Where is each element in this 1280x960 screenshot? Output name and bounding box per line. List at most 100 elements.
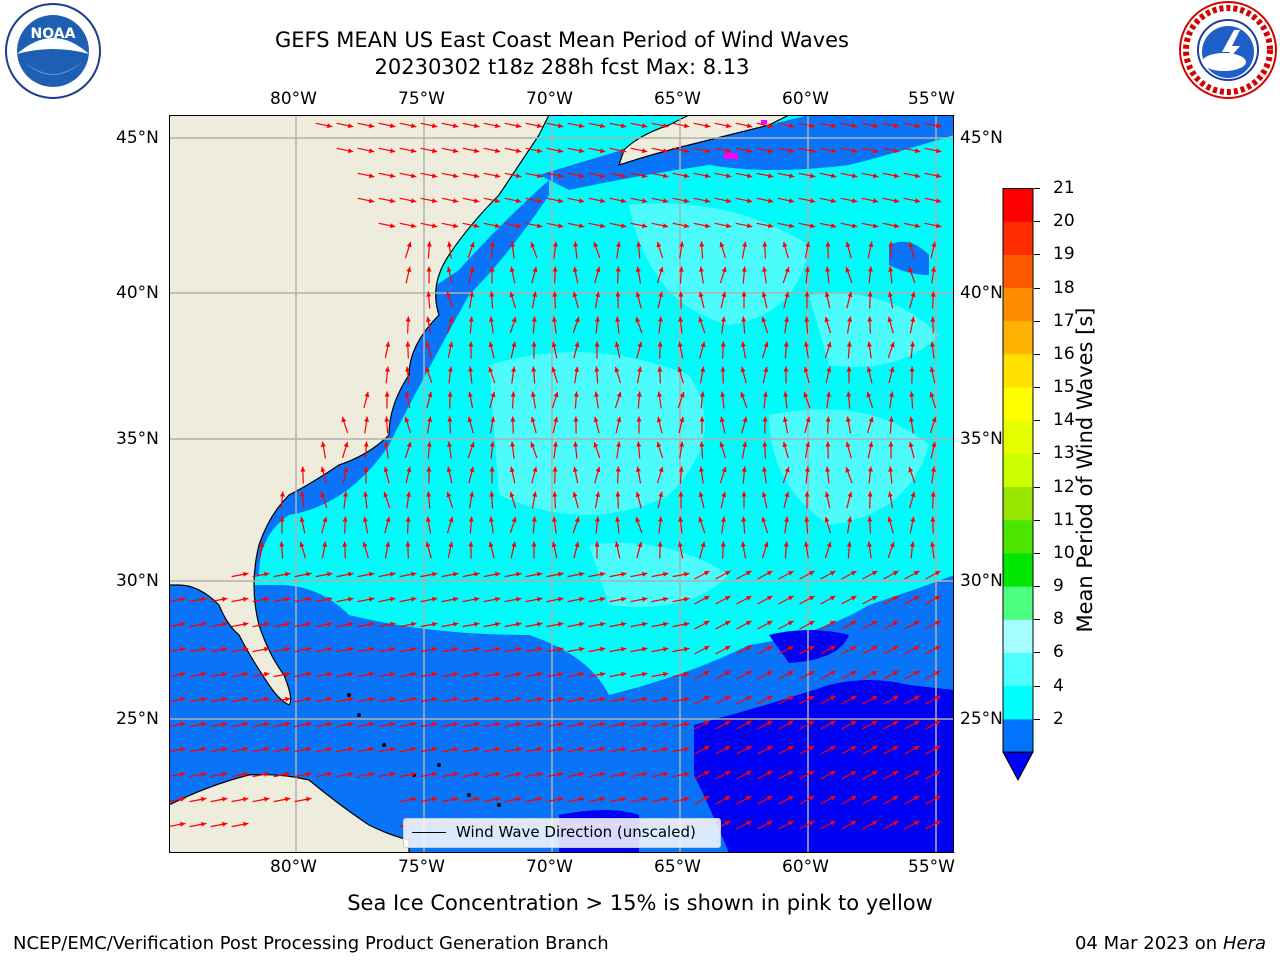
wave-arrow-head [766, 821, 773, 826]
wave-arrow-head [766, 646, 773, 651]
wave-arrow-head [871, 571, 878, 576]
wave-arrow-head [683, 173, 690, 179]
wave-arrow-head [489, 491, 495, 497]
wave-arrow-head [635, 291, 641, 298]
wave-arrow-head [453, 671, 459, 677]
wave-arrow-head [410, 123, 417, 129]
wave-arrow-head [363, 441, 369, 447]
wave-arrow-head [453, 571, 459, 577]
wave-arrow-head [594, 541, 600, 547]
colorbar-tick-mark [1034, 353, 1040, 355]
wave-arrow-head [892, 821, 899, 826]
wave-arrow-head [893, 223, 900, 229]
wave-arrow-head [384, 366, 390, 372]
wave-arrow-head [662, 123, 669, 129]
wave-arrow-head [595, 491, 601, 497]
wave-arrow-head [531, 316, 537, 322]
wave-arrow-head [453, 796, 459, 802]
wave-arrow-head [558, 671, 564, 677]
wave-arrow-head [892, 721, 899, 726]
wave-arrow-head [510, 416, 516, 422]
wave-arrow-head [931, 416, 937, 423]
lon-label-bottom: 55°W [908, 857, 955, 877]
wave-arrow-head [724, 621, 731, 626]
wave-arrow-head [180, 771, 186, 777]
wave-arrow-head [784, 491, 790, 498]
wave-arrow-head [804, 316, 810, 322]
wave-arrow-head [683, 223, 690, 229]
wave-arrow-head [745, 746, 752, 751]
wave-arrow-head [615, 266, 621, 272]
wave-arrow-head [788, 148, 795, 154]
wave-arrow-head [557, 148, 564, 154]
lat-label-right: 45°N [960, 128, 1003, 148]
map-panel [169, 115, 954, 853]
wave-arrow-head [516, 596, 522, 602]
wave-arrow-head [573, 241, 579, 247]
wave-arrow-head [551, 341, 557, 348]
wave-arrow-head [279, 541, 285, 547]
wave-arrow-head [264, 621, 270, 627]
wave-arrow-head [868, 441, 874, 448]
wave-arrow-head [913, 571, 920, 576]
wave-arrow-head [432, 796, 438, 802]
wave-arrow-head [390, 571, 396, 577]
wave-arrow-head [762, 466, 767, 472]
wave-arrow-head [830, 123, 837, 129]
wave-arrow-head [326, 123, 333, 129]
wave-arrow-head [762, 241, 768, 247]
us-landmass [169, 115, 550, 706]
wave-arrow-head [913, 771, 920, 776]
wave-arrow-head [746, 148, 753, 154]
wave-arrow-head [201, 746, 207, 752]
wave-arrow-head [327, 746, 333, 752]
wave-arrow-head [599, 173, 606, 179]
wave-arrow-head [804, 466, 810, 472]
wave-arrow-head [600, 746, 606, 752]
wave-arrow-head [516, 621, 522, 627]
wave-arrow-head [935, 123, 942, 129]
wave-arrow-head [663, 796, 669, 802]
wave-arrow-head [222, 621, 228, 627]
wave-arrow-head [745, 621, 752, 626]
colorbar-tick-label: 6 [1053, 642, 1064, 663]
colorbar-tick-label: 11 [1053, 509, 1075, 530]
wave-arrow-head [658, 466, 664, 473]
wave-arrow-head [745, 671, 752, 676]
wave-arrow-head [872, 223, 879, 229]
wave-arrow-head [621, 571, 627, 577]
wave-arrow-head [201, 721, 207, 727]
wave-arrow-head [909, 541, 915, 547]
wave-arrow-head [741, 491, 747, 497]
wave-arrow-head [369, 721, 375, 727]
wave-arrow-head [600, 771, 606, 777]
wave-arrow-head [935, 223, 942, 229]
wave-arrow-head [763, 366, 769, 373]
wave-arrow-head [530, 391, 536, 397]
lat-label-right: 35°N [960, 429, 1003, 449]
wave-arrow-head [740, 366, 746, 373]
wave-arrow-head [762, 416, 768, 422]
wave-arrow-head [557, 123, 564, 129]
wave-arrow-head [348, 721, 354, 727]
wave-arrow-head [719, 241, 725, 248]
wave-arrow-head [847, 516, 853, 522]
wave-arrow-head [494, 223, 501, 229]
wave-arrow-head [787, 621, 794, 626]
lon-label-top: 55°W [908, 89, 955, 109]
wave-arrow-head [595, 266, 601, 273]
colorbar-segment [1003, 254, 1033, 289]
wave-arrow-head [724, 721, 731, 726]
wave-arrow-head [389, 173, 396, 179]
legend-label: Wind Wave Direction (unscaled) [456, 823, 696, 841]
wave-arrow-head [536, 173, 543, 179]
lat-label-left: 30°N [116, 571, 159, 591]
wave-arrow-head [679, 392, 685, 398]
wave-arrow-head [724, 571, 731, 576]
wave-arrow-head [803, 366, 809, 373]
wave-arrow-head [515, 198, 522, 204]
wave-arrow-head [635, 266, 641, 272]
wave-arrow-head [762, 266, 767, 272]
wave-arrow-head [410, 173, 417, 179]
wave-arrow-head [784, 516, 789, 522]
